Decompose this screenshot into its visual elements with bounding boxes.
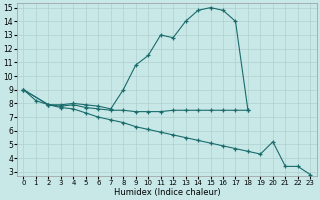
X-axis label: Humidex (Indice chaleur): Humidex (Indice chaleur) [114,188,220,197]
